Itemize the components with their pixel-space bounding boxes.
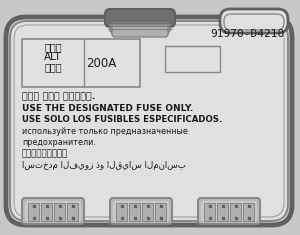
Bar [165, 46, 220, 72]
Bar [67, 203, 78, 221]
Bar [129, 203, 140, 221]
FancyBboxPatch shape [198, 198, 260, 224]
FancyBboxPatch shape [112, 25, 168, 37]
Text: USE THE DESIGNATED FUSE ONLY.: USE THE DESIGNATED FUSE ONLY. [22, 103, 193, 113]
Bar [204, 203, 215, 221]
Bar [54, 203, 65, 221]
Text: 지정된 퓨즈만 사용하세요.: 지정된 퓨즈만 사용하세요. [22, 92, 95, 101]
Text: 请使用指定的保险丝: 请使用指定的保险丝 [22, 149, 68, 158]
FancyBboxPatch shape [6, 17, 292, 225]
FancyBboxPatch shape [110, 23, 170, 33]
Text: استخدم الفيوز ذو القياس المناسب: استخدم الفيوز ذو القياس المناسب [22, 161, 186, 170]
Bar [217, 203, 228, 221]
Bar [230, 203, 241, 221]
Bar [22, 39, 140, 87]
Text: ALT: ALT [44, 52, 62, 62]
FancyBboxPatch shape [220, 9, 288, 33]
FancyBboxPatch shape [105, 9, 175, 27]
Text: 发电机: 发电机 [44, 62, 62, 72]
Bar [116, 203, 127, 221]
Text: используйте только предназначенные: используйте только предназначенные [22, 126, 188, 136]
Bar [243, 203, 254, 221]
Bar [155, 203, 166, 221]
FancyBboxPatch shape [22, 198, 84, 224]
Text: USE SOLO LOS FUSIBLES ESPECIFICADOS.: USE SOLO LOS FUSIBLES ESPECIFICADOS. [22, 115, 222, 124]
Text: предохранители.: предохранители. [22, 138, 96, 147]
Text: 200A: 200A [86, 56, 116, 70]
Bar [142, 203, 153, 221]
Text: 91970-D4210: 91970-D4210 [210, 29, 284, 39]
Bar [41, 203, 52, 221]
Text: 발전기: 발전기 [44, 42, 62, 52]
Bar [28, 203, 39, 221]
FancyBboxPatch shape [110, 198, 172, 224]
